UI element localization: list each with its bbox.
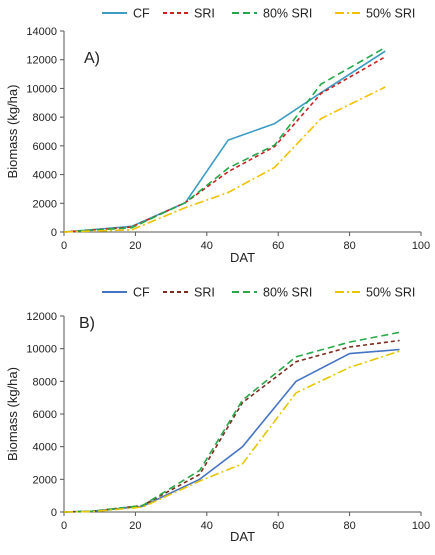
panel-label: B)	[79, 315, 95, 332]
series-line	[63, 350, 400, 513]
x-tick-label: 40	[201, 240, 213, 252]
series-line	[63, 339, 400, 513]
x-tick-label: 40	[201, 520, 213, 532]
x-tick-label: 20	[129, 520, 141, 532]
chart-panel-2: CF SRI 80% SRI 50% SRI020004000600080001000…	[5, 286, 430, 545]
panel-label: A)	[84, 50, 100, 67]
legend-entry: 80% SRI	[263, 286, 312, 300]
x-tick-label: 100	[412, 240, 430, 252]
x-axis-title: DAT	[230, 529, 255, 544]
chart-panel-1: CF SRI 80% SRI 50% SRI020004000600080001000…	[5, 7, 430, 266]
y-tick-label: 4000	[33, 170, 57, 182]
series-line	[63, 348, 400, 513]
x-tick-label: 60	[272, 520, 284, 532]
series-line	[63, 86, 386, 233]
series-line	[63, 331, 400, 513]
y-tick-label: 12000	[26, 311, 57, 323]
y-tick-label: 14000	[26, 26, 57, 38]
y-tick-label: 8000	[33, 376, 57, 388]
y-tick-label: 4000	[33, 442, 57, 454]
legend-entry: SRI	[194, 286, 215, 300]
legend-entry: CF	[133, 7, 150, 21]
x-axis-title: DAT	[230, 250, 255, 265]
x-tick-label: 20	[129, 240, 141, 252]
legend-entry: 80% SRI	[263, 7, 312, 21]
y-tick-label: 0	[51, 227, 57, 239]
legend-entry: CF	[133, 286, 150, 300]
legend-entry: SRI	[194, 7, 215, 21]
x-tick-label: 100	[412, 520, 430, 532]
series-line	[63, 50, 386, 233]
x-tick-label: 80	[343, 240, 355, 252]
y-tick-label: 2000	[33, 474, 57, 486]
y-tick-label: 8000	[33, 112, 57, 124]
y-tick-label: 12000	[26, 55, 57, 67]
y-axis-title: Biomass (kg/ha)	[5, 85, 20, 179]
y-tick-label: 6000	[33, 409, 57, 421]
y-axis-title: Biomass (kg/ha)	[5, 367, 20, 461]
x-tick-label: 60	[272, 240, 284, 252]
y-tick-label: 0	[51, 507, 57, 519]
y-tick-label: 10000	[26, 83, 57, 95]
x-tick-label: 0	[61, 240, 67, 252]
y-tick-label: 6000	[33, 141, 57, 153]
x-tick-label: 0	[61, 520, 67, 532]
legend-entry: 50% SRI	[366, 286, 415, 300]
y-tick-label: 2000	[33, 198, 57, 210]
x-tick-label: 80	[343, 520, 355, 532]
series-line	[63, 46, 386, 233]
y-tick-label: 10000	[26, 344, 57, 356]
series-line	[63, 56, 386, 233]
legend-entry: 50% SRI	[366, 7, 415, 21]
